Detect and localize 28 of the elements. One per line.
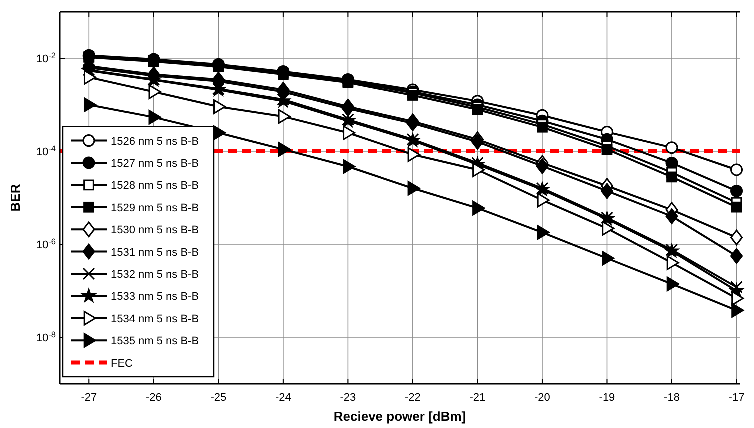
x-tick-label: -18 [664, 392, 680, 404]
x-tick-label: -22 [405, 392, 421, 404]
legend-label: 1530 nm 5 ns B-B [111, 224, 200, 237]
y-tick-label: 10$^{-8}$ [36, 330, 56, 344]
legend-label: 1531 nm 5 ns B-B [111, 246, 200, 259]
legend-label: 1529 nm 5 ns B-B [111, 202, 200, 214]
y-tick-label: 10$^{-4}$ [36, 144, 56, 158]
y-tick-label: 10$^{-6}$ [36, 237, 56, 252]
legend-label: 1533 nm 5 ns B-B [111, 291, 200, 304]
legend-label: 1528 nm 5 ns B-B [111, 180, 200, 192]
legend-label: 1526 nm 5 ns B-B [111, 136, 200, 148]
x-tick-label: -19 [599, 392, 616, 404]
x-tick-label: -27 [81, 392, 98, 404]
x-tick-label: -20 [534, 392, 550, 404]
legend-label: FEC [111, 358, 134, 370]
x-tick-label: -17 [728, 392, 745, 404]
x-tick-label: -21 [470, 392, 486, 404]
x-axis-title: Recieve power [dBm] [334, 409, 466, 424]
x-tick-label: -26 [146, 392, 162, 404]
y-tick-label: 10$^{-2}$ [36, 51, 56, 66]
legend-label: 1535 nm 5 ns B-B [111, 336, 200, 348]
legend-label: 1532 nm 5 ns B-B [111, 269, 200, 281]
x-tick-label: -23 [340, 392, 356, 404]
x-tick-label: -25 [210, 392, 227, 404]
legend-label: 1527 nm 5 ns B-B [111, 158, 200, 170]
x-tick-label: -24 [275, 392, 292, 404]
legend-label: 1534 nm 5 ns B-B [111, 313, 200, 326]
y-axis-title: BER [8, 184, 23, 212]
